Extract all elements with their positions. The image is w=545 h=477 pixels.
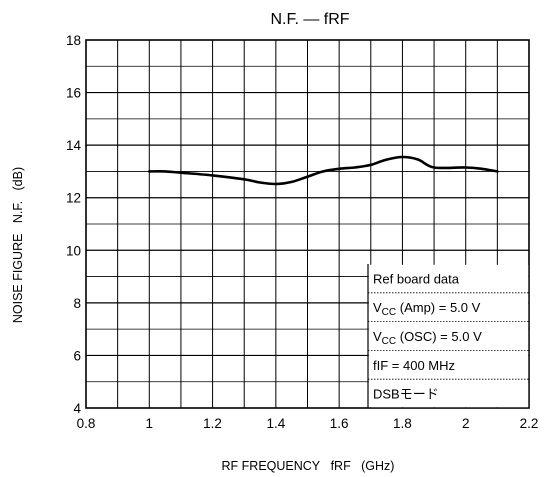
y-tick-label: 6 xyxy=(73,348,81,363)
legend-line: Ref board data xyxy=(373,271,460,286)
x-tick-label: 1 xyxy=(146,416,154,431)
y-tick-label: 14 xyxy=(66,138,82,153)
legend-line: fIF = 400 MHz xyxy=(373,358,455,373)
legend-line: DSBモード xyxy=(373,387,439,402)
x-tick-label: 2 xyxy=(462,416,470,431)
legend: Ref board data VCC (Amp) = 5.0 V VCC (OSC)… xyxy=(367,264,529,408)
x-tick-labels: 0.8 1 1.2 1.4 1.6 1.8 2 2.2 xyxy=(77,416,539,431)
chart-title: N.F. — fRF xyxy=(270,11,349,28)
y-tick-label: 12 xyxy=(66,191,81,206)
y-axis-label: NOISE FIGURE N.F. (dB) xyxy=(11,167,25,323)
legend-line: VCC (OSC) = 5.0 V xyxy=(373,329,482,347)
series-line xyxy=(148,155,499,186)
x-tick-label: 1.2 xyxy=(203,416,222,431)
y-tick-label: 18 xyxy=(66,33,81,48)
y-tick-labels: 4 6 8 10 12 14 16 18 xyxy=(66,33,82,416)
legend-background xyxy=(368,264,529,408)
x-tick-label: 0.8 xyxy=(77,416,96,431)
x-tick-label: 1.6 xyxy=(330,416,349,431)
x-axis-label: RF FREQUENCY fRF (GHz) xyxy=(222,459,395,473)
legend-line: VCC (Amp) = 5.0 V xyxy=(373,300,481,318)
x-tick-label: 2.2 xyxy=(520,416,539,431)
plot-frame xyxy=(85,39,530,409)
x-tick-label: 1.8 xyxy=(393,416,412,431)
y-tick-label: 8 xyxy=(73,296,81,311)
y-tick-label: 4 xyxy=(73,401,81,416)
y-tick-label: 10 xyxy=(66,243,81,258)
y-tick-label: 16 xyxy=(66,86,81,101)
x-tick-label: 1.4 xyxy=(266,416,285,431)
